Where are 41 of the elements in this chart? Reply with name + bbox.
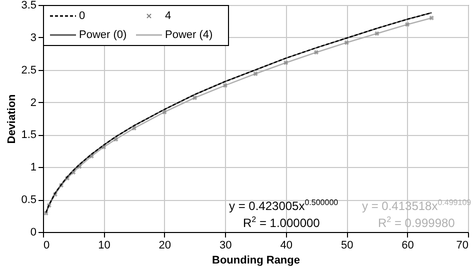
y-tick-label: 3	[30, 32, 36, 44]
point	[89, 154, 94, 158]
y-axis-title: Deviation	[6, 94, 18, 144]
y-tick-label: 1	[30, 162, 36, 174]
legend-label: Power (0)	[79, 29, 127, 42]
point	[374, 31, 380, 36]
point	[222, 83, 228, 88]
x-tick-label: 20	[158, 240, 172, 252]
point	[114, 136, 118, 142]
x-tick-label: 0	[44, 240, 50, 252]
y-tick-label: 2.5	[21, 64, 36, 76]
annotation: y = 0.413518x$^{0.499109}$	[362, 198, 472, 213]
legend-label: 4	[165, 10, 172, 22]
point	[404, 22, 410, 27]
point	[71, 170, 76, 175]
y-tick-label: 1.5	[21, 129, 36, 142]
x-tick-label: 10	[98, 240, 110, 252]
y-tick-label: 3.5	[21, 0, 36, 12]
legend-label: Power (4)	[165, 29, 213, 42]
annotation: R$^{2}$ = 0.999980	[378, 215, 455, 230]
point	[101, 144, 106, 150]
point	[429, 16, 434, 20]
annotation: y = 0.423005x$^{0.500000}$	[229, 198, 338, 213]
point	[162, 110, 167, 114]
y-tick-label: 0	[30, 226, 36, 238]
point	[344, 40, 349, 45]
x-tick-label: 50	[340, 240, 354, 252]
x-tick-label: 60	[402, 240, 414, 252]
point	[253, 71, 258, 76]
point	[192, 95, 198, 100]
y-tick-label: 0.5	[21, 194, 36, 206]
y-tick-label: 2	[30, 96, 36, 109]
annotation: R$^{2}$ = 1.000000	[243, 215, 320, 230]
point	[314, 50, 319, 55]
point	[284, 60, 288, 66]
x-tick-label: 40	[280, 240, 292, 252]
point	[132, 126, 136, 131]
x-tick-label: 70	[456, 240, 468, 252]
x-axis-title: Bounding Range	[212, 254, 300, 266]
legend-label: 0	[79, 10, 86, 22]
x-tick-label: 30	[220, 240, 232, 252]
